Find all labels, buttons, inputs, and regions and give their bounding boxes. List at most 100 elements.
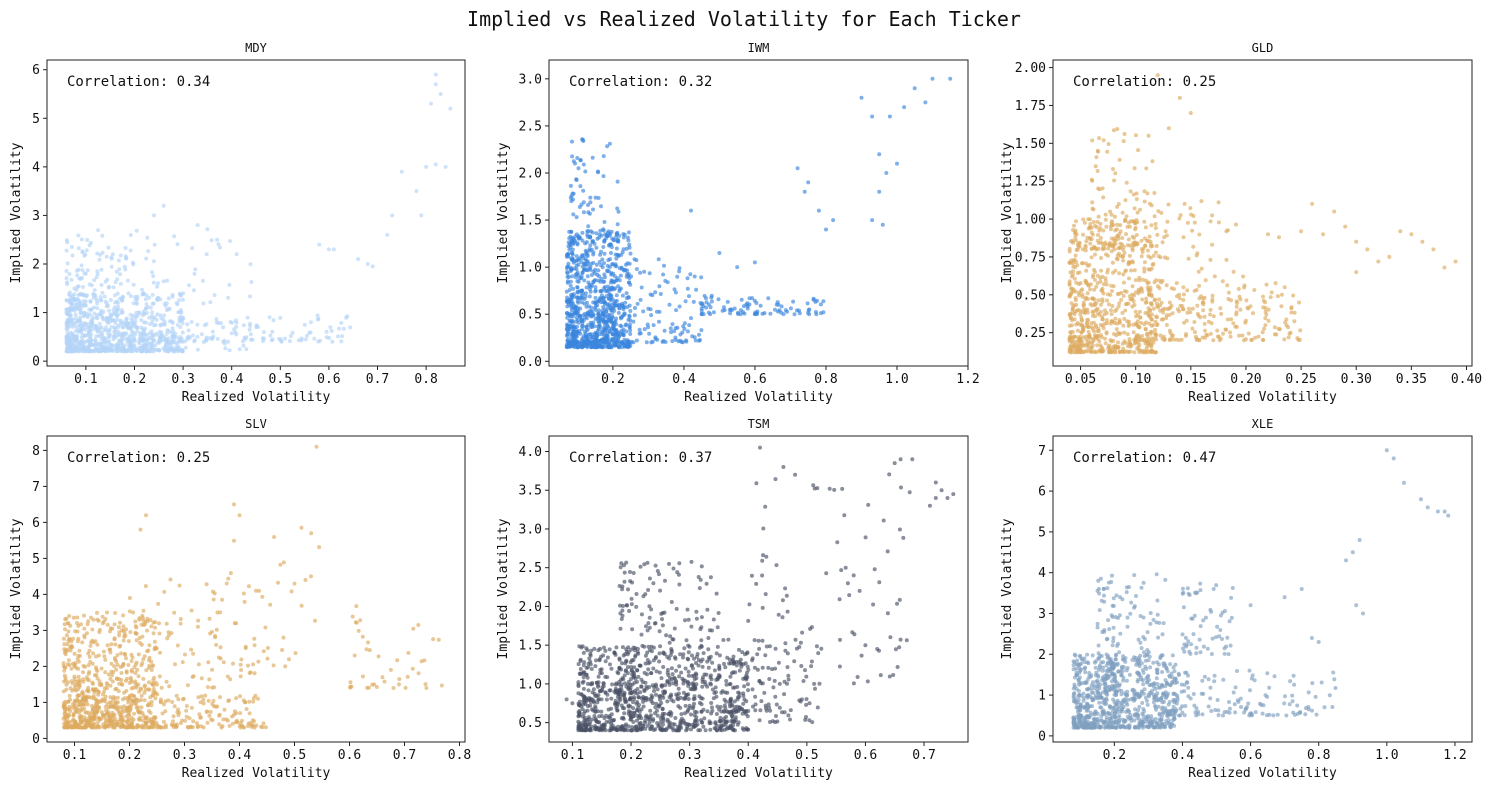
- data-point: [593, 288, 598, 293]
- data-point: [699, 328, 704, 333]
- data-point: [162, 320, 167, 325]
- data-point: [424, 686, 429, 690]
- data-point: [1127, 253, 1132, 258]
- data-point: [645, 322, 650, 327]
- data-point: [1145, 248, 1150, 253]
- data-point: [1072, 223, 1076, 228]
- data-point: [1105, 298, 1109, 303]
- data-point: [1155, 232, 1160, 237]
- data-point: [1261, 338, 1266, 342]
- data-point: [1142, 219, 1147, 224]
- data-point: [97, 257, 102, 262]
- data-point: [89, 322, 93, 327]
- data-point: [570, 252, 575, 257]
- data-point: [161, 719, 166, 724]
- data-point: [116, 301, 120, 305]
- data-point: [139, 693, 144, 698]
- data-point: [639, 285, 644, 290]
- data-point: [268, 333, 273, 338]
- data-point: [609, 278, 614, 283]
- data-point: [152, 333, 157, 338]
- data-point: [1110, 223, 1115, 227]
- data-point: [699, 308, 704, 313]
- data-point: [1201, 300, 1206, 305]
- data-point: [744, 302, 749, 307]
- data-point: [902, 105, 907, 110]
- data-point: [1122, 330, 1127, 335]
- data-point: [1070, 307, 1075, 312]
- data-point: [568, 195, 573, 200]
- x-tick-label: 0.25: [1285, 372, 1316, 387]
- data-point: [125, 705, 129, 710]
- data-point: [145, 337, 150, 342]
- data-point: [166, 307, 171, 312]
- data-point: [92, 288, 97, 293]
- data-point: [316, 339, 321, 344]
- data-point: [73, 719, 78, 724]
- data-point: [115, 695, 120, 700]
- data-point: [91, 687, 95, 692]
- data-point: [1263, 316, 1268, 321]
- data-point: [1143, 327, 1148, 332]
- data-point: [125, 338, 130, 343]
- data-point: [1157, 297, 1162, 302]
- data-point: [1093, 246, 1098, 251]
- data-point: [293, 651, 298, 656]
- data-point: [565, 279, 570, 284]
- data-point: [159, 685, 164, 690]
- y-axis-label: Implied Volatility: [496, 142, 511, 283]
- data-point: [110, 252, 115, 257]
- data-point: [1121, 258, 1126, 263]
- data-point: [95, 301, 100, 306]
- data-point: [133, 624, 138, 629]
- data-point: [1149, 344, 1154, 349]
- data-point: [247, 699, 252, 704]
- data-point: [579, 274, 584, 279]
- data-point: [132, 347, 137, 352]
- data-point: [600, 257, 605, 262]
- data-point: [248, 294, 253, 299]
- data-point: [152, 675, 157, 680]
- data-point: [601, 317, 606, 322]
- data-point: [697, 332, 701, 337]
- data-point: [135, 667, 140, 672]
- data-point: [212, 293, 217, 298]
- data-point: [71, 307, 76, 312]
- data-point: [64, 269, 69, 273]
- data-point: [309, 531, 314, 536]
- data-point: [95, 316, 100, 321]
- data-point: [79, 263, 84, 268]
- data-point: [617, 345, 621, 349]
- data-point: [94, 275, 99, 280]
- data-point: [689, 208, 693, 213]
- data-point: [271, 318, 276, 323]
- data-point: [159, 316, 164, 321]
- data-point: [1085, 291, 1090, 296]
- data-point: [145, 343, 149, 348]
- data-point: [1182, 201, 1187, 206]
- data-point: [1282, 337, 1287, 342]
- data-point: [614, 298, 619, 303]
- data-point: [82, 715, 87, 720]
- data-point: [191, 719, 196, 724]
- data-point: [77, 680, 82, 685]
- data-point: [1220, 279, 1225, 284]
- data-point: [683, 299, 688, 304]
- data-point: [589, 324, 593, 329]
- data-point: [225, 718, 230, 723]
- data-point: [156, 601, 161, 606]
- data-point: [103, 704, 108, 709]
- data-point: [431, 637, 436, 642]
- data-point: [309, 574, 313, 579]
- data-point: [580, 264, 585, 269]
- data-point: [1096, 333, 1100, 338]
- data-point: [111, 337, 116, 342]
- data-point: [206, 698, 211, 703]
- data-point: [164, 339, 169, 344]
- data-point: [619, 252, 624, 257]
- data-point: [1121, 323, 1126, 328]
- data-point: [1263, 323, 1268, 328]
- data-point: [171, 329, 176, 334]
- data-point: [1144, 166, 1149, 171]
- data-point: [688, 272, 693, 277]
